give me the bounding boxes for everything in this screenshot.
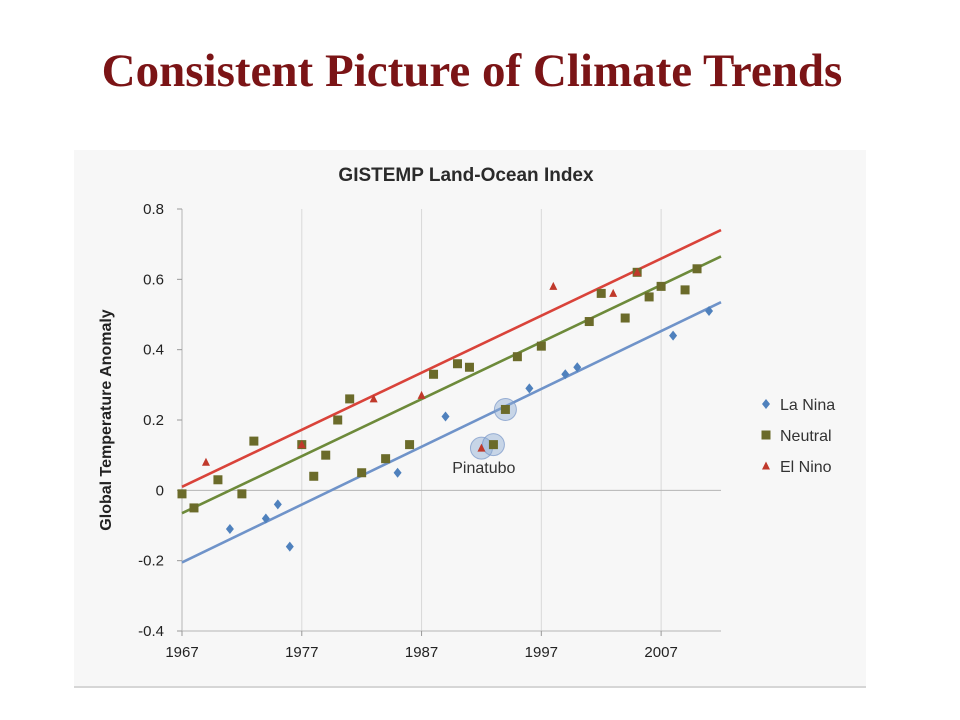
chart-panel: GISTEMP Land-Ocean Index Global Temperat… <box>74 150 866 688</box>
legend: La Nina Neutral El Nino <box>761 397 835 476</box>
point-neutral <box>177 489 187 499</box>
point-neutral <box>464 362 474 372</box>
temperature-scatter-chart: GISTEMP Land-Ocean Index Global Temperat… <box>98 165 835 661</box>
point-neutral <box>213 475 223 485</box>
point-neutral <box>309 471 319 481</box>
y-tick-label: 0.6 <box>143 271 164 288</box>
legend-marker-la-nina <box>762 399 770 409</box>
point-la-nina <box>705 305 714 316</box>
point-la-nina <box>441 411 450 422</box>
point-la-nina <box>225 524 234 535</box>
point-neutral <box>536 341 546 351</box>
legend-label-neutral: Neutral <box>780 428 832 445</box>
trend-line-el-nino <box>181 228 722 488</box>
point-la-nina <box>573 362 582 373</box>
point-neutral <box>189 503 199 513</box>
point-el-nino <box>633 267 642 276</box>
point-neutral <box>357 468 367 478</box>
y-tick-label: -0.2 <box>138 553 164 570</box>
x-tick-label: 1997 <box>525 644 558 661</box>
point-neutral <box>333 415 343 425</box>
trend-line-la-nina <box>181 301 722 564</box>
point-neutral <box>644 292 654 302</box>
y-tick-label: 0.2 <box>143 412 164 429</box>
x-tick-label: 2007 <box>644 644 677 661</box>
point-neutral <box>584 317 594 327</box>
y-tick-label: -0.4 <box>138 623 164 640</box>
chart-title: GISTEMP Land-Ocean Index <box>338 165 594 186</box>
y-axis-label: Global Temperature Anomaly <box>98 309 115 530</box>
x-tick-label: 1977 <box>285 644 318 661</box>
point-neutral <box>249 436 259 446</box>
legend-marker-neutral <box>761 430 771 440</box>
y-tick-label: 0.8 <box>143 201 164 218</box>
point-neutral <box>692 264 702 274</box>
point-neutral <box>596 288 606 298</box>
point-neutral <box>500 404 510 414</box>
point-la-nina <box>669 330 678 341</box>
point-la-nina <box>525 383 534 394</box>
y-tick-label: 0.4 <box>143 342 164 359</box>
bottom-divider <box>74 686 866 688</box>
point-el-nino <box>549 281 558 290</box>
point-neutral <box>488 440 498 450</box>
annotation-pinatubo: Pinatubo <box>452 460 515 477</box>
y-tick-label: 0 <box>156 482 164 499</box>
legend-label-la-nina: La Nina <box>780 397 835 414</box>
point-neutral <box>321 450 331 460</box>
data-points <box>177 264 714 552</box>
point-neutral <box>620 313 630 323</box>
point-neutral <box>381 454 391 464</box>
point-neutral <box>429 369 439 379</box>
point-neutral <box>512 352 522 362</box>
grid <box>181 209 662 631</box>
point-la-nina <box>273 499 282 510</box>
x-tick-label: 1967 <box>165 644 198 661</box>
point-neutral <box>656 281 666 291</box>
legend-label-el-nino: El Nino <box>780 459 832 476</box>
trend-line-neutral <box>181 255 722 515</box>
x-tick-label: 1987 <box>405 644 438 661</box>
annotations: Pinatubo <box>452 460 515 477</box>
point-el-nino <box>477 443 486 452</box>
point-neutral <box>237 489 247 499</box>
point-la-nina <box>393 467 402 478</box>
point-neutral <box>452 359 462 369</box>
point-neutral <box>680 285 690 295</box>
point-el-nino <box>369 394 378 403</box>
point-neutral <box>345 394 355 404</box>
point-la-nina <box>261 513 270 524</box>
point-el-nino <box>609 288 618 297</box>
legend-marker-el-nino <box>762 461 770 470</box>
trend-lines <box>181 228 722 564</box>
point-la-nina <box>561 369 570 380</box>
point-el-nino <box>417 390 426 399</box>
slide-title: Consistent Picture of Climate Trends <box>101 45 843 97</box>
point-el-nino <box>201 457 210 466</box>
point-neutral <box>405 440 415 450</box>
point-la-nina <box>285 541 294 552</box>
point-el-nino <box>297 440 306 449</box>
